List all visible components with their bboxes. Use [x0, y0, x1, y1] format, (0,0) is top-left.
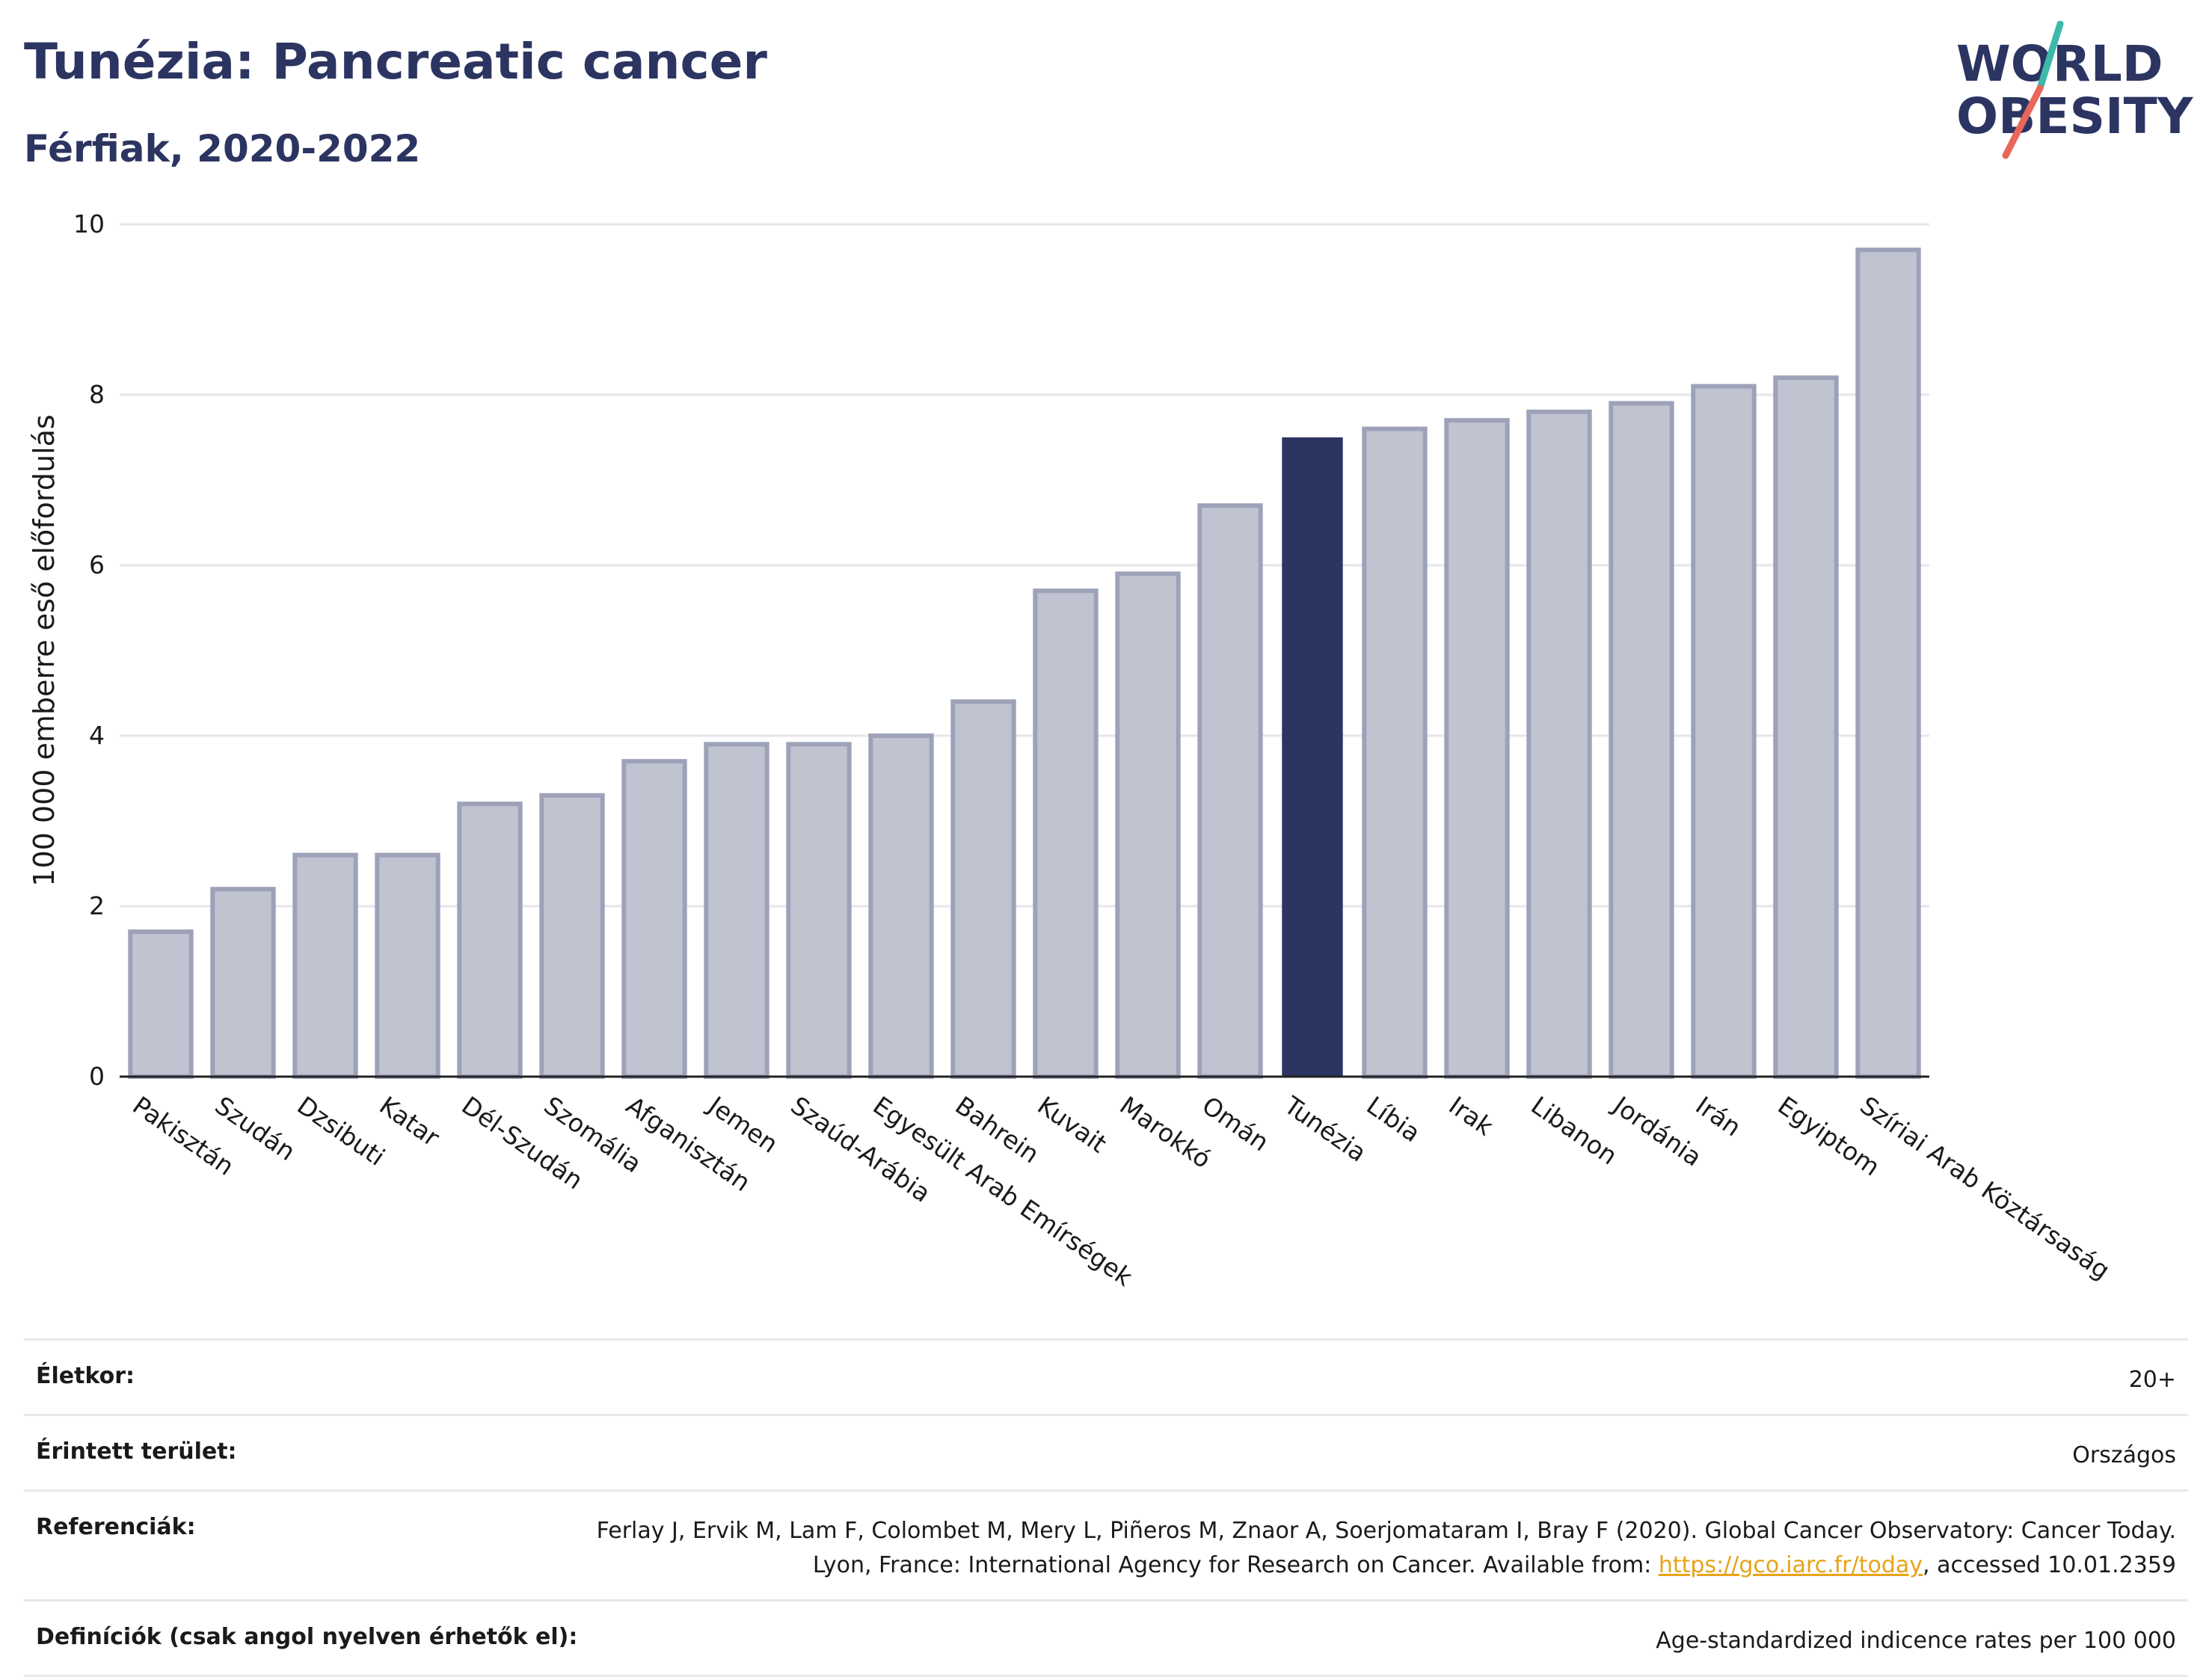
world-obesity-logo: WORLD OBESITY: [1956, 21, 2194, 159]
definitions-label: Definíciók (csak angol nyelven érhetők e…: [36, 1624, 578, 1650]
area-label: Érintett terület:: [36, 1438, 237, 1465]
x-tick-label: Irak: [1443, 1091, 1499, 1142]
x-tick-label: Kuvait: [1032, 1091, 1112, 1159]
references-accessed: , accessed 10.01.2359: [1923, 1552, 2176, 1578]
references-text: Ferlay J, Ervik M, Lam F, Colombet M, Me…: [596, 1518, 2176, 1578]
age-label: Életkor:: [36, 1363, 135, 1389]
logo-slash-teal: [2036, 21, 2064, 92]
bar: [950, 699, 1016, 1080]
logo-slash-red: [2002, 84, 2044, 159]
x-tick-label: Líbia: [1361, 1091, 1425, 1148]
age-value: 20+: [2128, 1367, 2176, 1393]
chart-title: Tunézia: Pancreatic cancer: [24, 33, 767, 90]
bar: [1773, 375, 1839, 1079]
x-tick-label: Jordánia: [1607, 1089, 1707, 1172]
info-row-area: Érintett terület: Országos: [24, 1414, 2188, 1489]
y-tick-label: 4: [89, 721, 105, 750]
definitions-value: Age-standardized indicence rates per 100…: [1656, 1628, 2176, 1654]
y-tick-label: 8: [89, 380, 105, 409]
x-tick-label: Marokkó: [1114, 1091, 1216, 1175]
bar: [868, 733, 934, 1079]
bar: [210, 887, 276, 1079]
x-tick-label: Tunézia: [1279, 1090, 1372, 1168]
y-tick-label: 0: [89, 1062, 105, 1091]
bar: [375, 852, 440, 1079]
references-link[interactable]: https://gco.iarc.fr/today: [1658, 1552, 1923, 1578]
bar: [1855, 247, 1921, 1080]
x-tick-label: Szíriai Arab Köztársaság: [1855, 1091, 2115, 1285]
bar: [621, 759, 687, 1079]
x-tick-label: Szaúd-Arábia: [785, 1091, 936, 1208]
bar: [1115, 571, 1181, 1079]
x-tick-label: Dzsibuti: [292, 1091, 390, 1172]
info-row-references: Referenciák: Ferlay J, Ervik M, Lam F, C…: [24, 1489, 2188, 1599]
area-value: Országos: [2072, 1442, 2176, 1468]
bar: [539, 793, 605, 1080]
bar: [704, 742, 769, 1080]
logo-line-world: WORLD: [1956, 35, 2163, 93]
bar: [1609, 401, 1674, 1079]
references-value: Ferlay J, Ervik M, Lam F, Colombet M, Me…: [531, 1514, 2176, 1583]
bar: [1444, 418, 1510, 1079]
chart-subtitle: Férfiak, 2020-2022: [24, 127, 421, 170]
bar: [786, 742, 852, 1080]
bar: [1033, 588, 1099, 1079]
bar: [457, 801, 523, 1079]
x-tick-label: Libanon: [1526, 1091, 1622, 1171]
y-tick-label: 6: [89, 550, 105, 579]
y-axis-label: 100 000 emberre eső előfordulás: [28, 414, 61, 886]
info-table: Életkor: 20+ Érintett terület: Országos …: [24, 1338, 2188, 1677]
references-label: Referenciák:: [36, 1514, 196, 1540]
bar: [1691, 384, 1757, 1079]
info-row-definitions: Definíciók (csak angol nyelven érhetők e…: [24, 1599, 2188, 1677]
info-row-age: Életkor: 20+: [24, 1338, 2188, 1414]
bar: [1197, 503, 1263, 1079]
logo-line-obesity: OBESITY: [1956, 87, 2194, 145]
bar: [128, 929, 194, 1079]
bar: [1526, 409, 1592, 1079]
bar-highlight: [1282, 437, 1343, 1077]
y-tick-label: 10: [73, 209, 105, 239]
bar: [292, 852, 358, 1079]
y-tick-label: 2: [89, 891, 105, 920]
bar: [1362, 426, 1428, 1079]
x-tick-label: Irán: [1690, 1091, 1746, 1142]
